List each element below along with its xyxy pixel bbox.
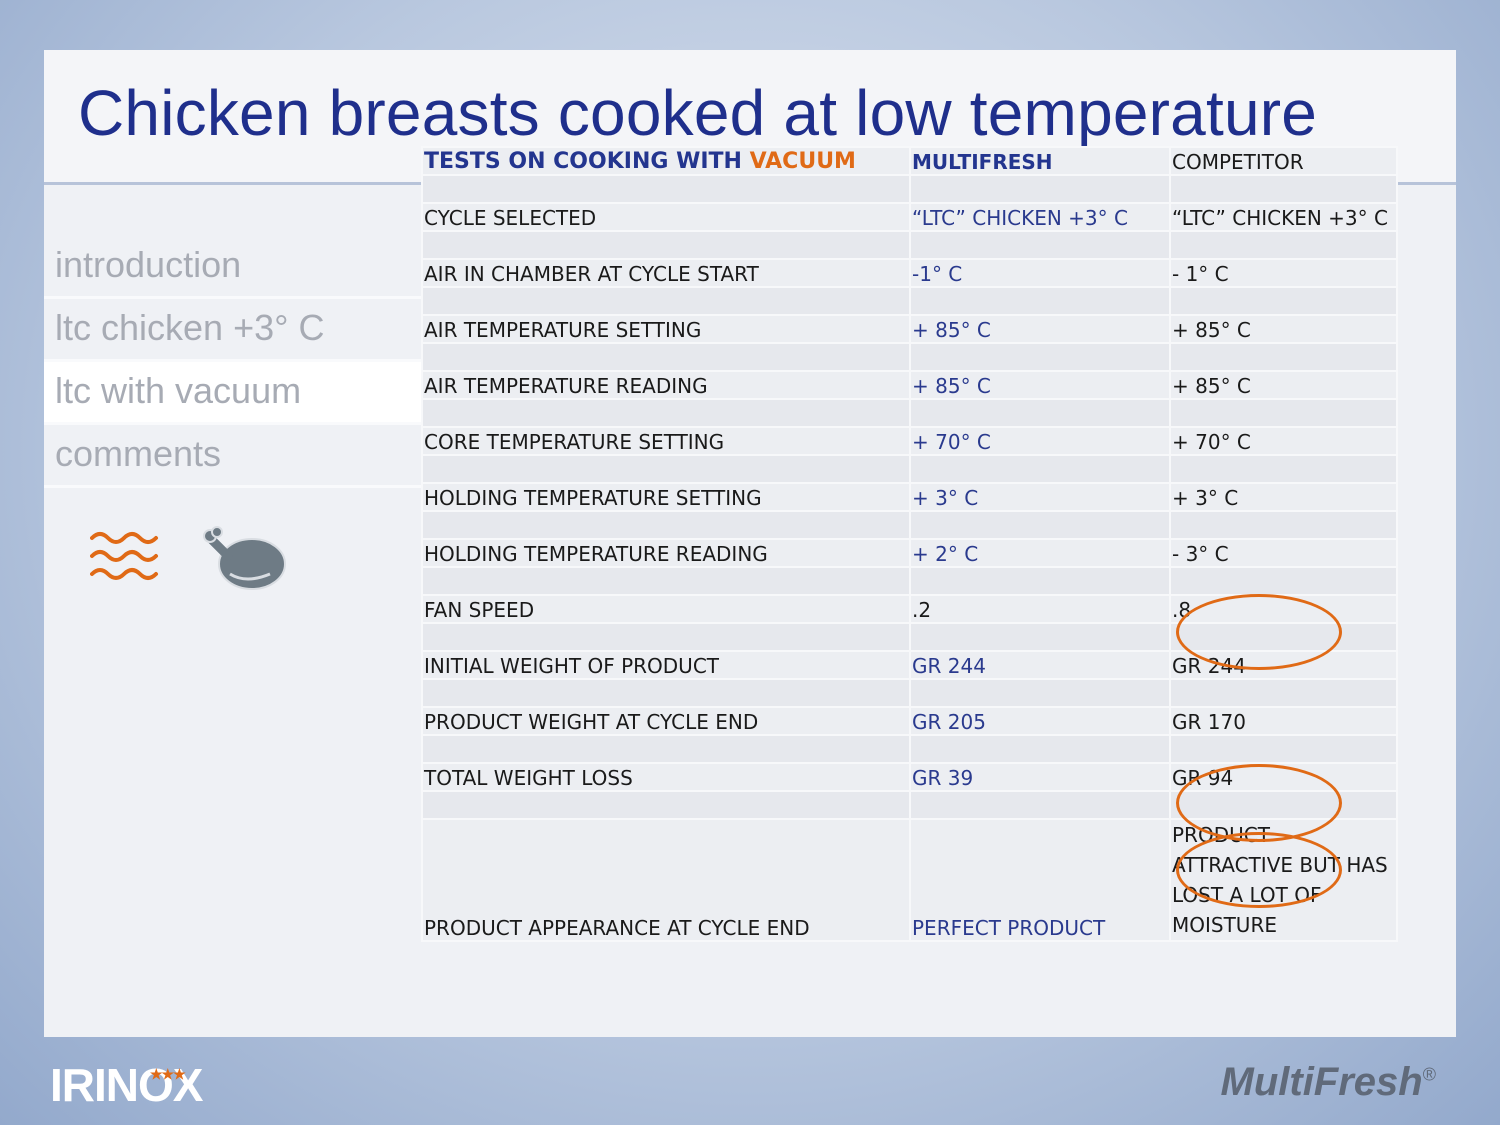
row-multifresh-value: GR 244 <box>909 650 1171 680</box>
row-competitor-value: GR 244 <box>1169 650 1398 680</box>
table-row: PRODUCT WEIGHT AT CYCLE END GR 205 GR 170 <box>421 706 1398 736</box>
table-row: CORE TEMPERATURE SETTING + 70° C + 70° C <box>421 426 1398 456</box>
row-multifresh-value: + 70° C <box>909 426 1171 456</box>
row-competitor-value: .8 <box>1169 594 1398 624</box>
irinox-stars: ★★★ <box>150 1066 186 1082</box>
table-row: AIR IN CHAMBER AT CYCLE START -1° C- 1° C <box>421 258 1398 288</box>
registered-mark: ® <box>1422 1064 1436 1085</box>
nav-item-comments[interactable]: comments <box>44 425 465 488</box>
row-multifresh-value: “LTC” CHICKEN +3° C <box>909 202 1171 232</box>
row-label: AIR TEMPERATURE SETTING <box>421 314 911 344</box>
row-multifresh-value: PERFECT PRODUCT <box>909 818 1171 942</box>
row-label: TOTAL WEIGHT LOSS <box>421 762 911 792</box>
row-competitor-value: + 3° C <box>1169 482 1398 512</box>
table-row: PRODUCT APPEARANCE AT CYCLE END PERFECT P… <box>421 818 1398 942</box>
row-multifresh-value: -1° C <box>909 258 1171 288</box>
comparison-table: TESTS ON COOKING WITH VACUUM MULTIFRESH … <box>421 146 1398 942</box>
table-header-row: TESTS ON COOKING WITH VACUUM MULTIFRESH … <box>421 146 1398 176</box>
row-multifresh-value: + 85° C <box>909 370 1171 400</box>
multifresh-logo: MultiFresh® <box>1221 1060 1437 1105</box>
slide-title: Chicken breasts cooked at low temperatur… <box>78 77 1318 149</box>
section-nav: introduction ltc chicken +3° C ltc with … <box>44 236 465 488</box>
row-label: HOLDING TEMPERATURE READING <box>421 538 911 568</box>
row-label: AIR IN CHAMBER AT CYCLE START <box>421 258 911 288</box>
table-row: CYCLE SELECTED “LTC” CHICKEN +3° C “LTC” C… <box>421 202 1398 232</box>
row-competitor-value: - 1° C <box>1169 258 1398 288</box>
header-competitor: COMPETITOR <box>1169 146 1398 176</box>
nav-item-ltc-with-vacuum[interactable]: ltc with vacuum <box>44 362 465 425</box>
row-label: PRODUCT WEIGHT AT CYCLE END <box>421 706 911 736</box>
table-row: HOLDING TEMPERATURE SETTING + 3° C + 3° C <box>421 482 1398 512</box>
row-multifresh-value: GR 205 <box>909 706 1171 736</box>
row-competitor-value: “LTC” CHICKEN +3° C <box>1169 202 1398 232</box>
row-label: INITIAL WEIGHT OF PRODUCT <box>421 650 911 680</box>
irinox-logo-text: IRINOX <box>50 1059 203 1111</box>
row-multifresh-value: + 85° C <box>909 314 1171 344</box>
multifresh-logo-text: MultiFresh <box>1220 1060 1423 1104</box>
header-multifresh: MULTIFRESH <box>909 146 1171 176</box>
row-competitor-value: PRODUCT ATTRACTIVE BUT HAS LOST A LOT OF… <box>1169 818 1398 942</box>
nav-item-introduction[interactable]: introduction <box>44 236 465 299</box>
row-multifresh-value: GR 39 <box>909 762 1171 792</box>
header-tests-label: TESTS ON COOKING WITH <box>424 149 742 174</box>
row-multifresh-value: .2 <box>909 594 1171 624</box>
table-row: FAN SPEED .2.8 <box>421 594 1398 624</box>
irinox-logo: IRINOX ★★★ <box>50 1058 203 1112</box>
row-multifresh-value: + 3° C <box>909 482 1171 512</box>
row-competitor-value: GR 94 <box>1169 762 1398 792</box>
row-competitor-value: GR 170 <box>1169 706 1398 736</box>
row-label: CYCLE SELECTED <box>421 202 911 232</box>
table-row: TOTAL WEIGHT LOSS GR 39 GR 94 <box>421 762 1398 792</box>
table-row: HOLDING TEMPERATURE READING + 2° C- 3° C <box>421 538 1398 568</box>
heat-waves-icon <box>90 532 158 580</box>
row-competitor-value: - 3° C <box>1169 538 1398 568</box>
row-multifresh-value: + 2° C <box>909 538 1171 568</box>
row-label: AIR TEMPERATURE READING <box>421 370 911 400</box>
row-competitor-value: + 85° C <box>1169 370 1398 400</box>
table-row: INITIAL WEIGHT OF PRODUCT GR 244 GR 244 <box>421 650 1398 680</box>
row-competitor-value: + 85° C <box>1169 314 1398 344</box>
row-label: HOLDING TEMPERATURE SETTING <box>421 482 911 512</box>
row-label: PRODUCT APPEARANCE AT CYCLE END <box>421 818 911 942</box>
header-tests-cell: TESTS ON COOKING WITH VACUUM <box>421 146 911 176</box>
table-row: AIR TEMPERATURE SETTING + 85° C + 85° C <box>421 314 1398 344</box>
roast-chicken-icon <box>203 526 286 590</box>
row-label: CORE TEMPERATURE SETTING <box>421 426 911 456</box>
row-label: FAN SPEED <box>421 594 911 624</box>
table-row: AIR TEMPERATURE READING + 85° C + 85° C <box>421 370 1398 400</box>
nav-item-ltc-chicken[interactable]: ltc chicken +3° C <box>44 299 465 362</box>
row-competitor-value: + 70° C <box>1169 426 1398 456</box>
header-vacuum-label: VACUUM <box>749 149 856 174</box>
